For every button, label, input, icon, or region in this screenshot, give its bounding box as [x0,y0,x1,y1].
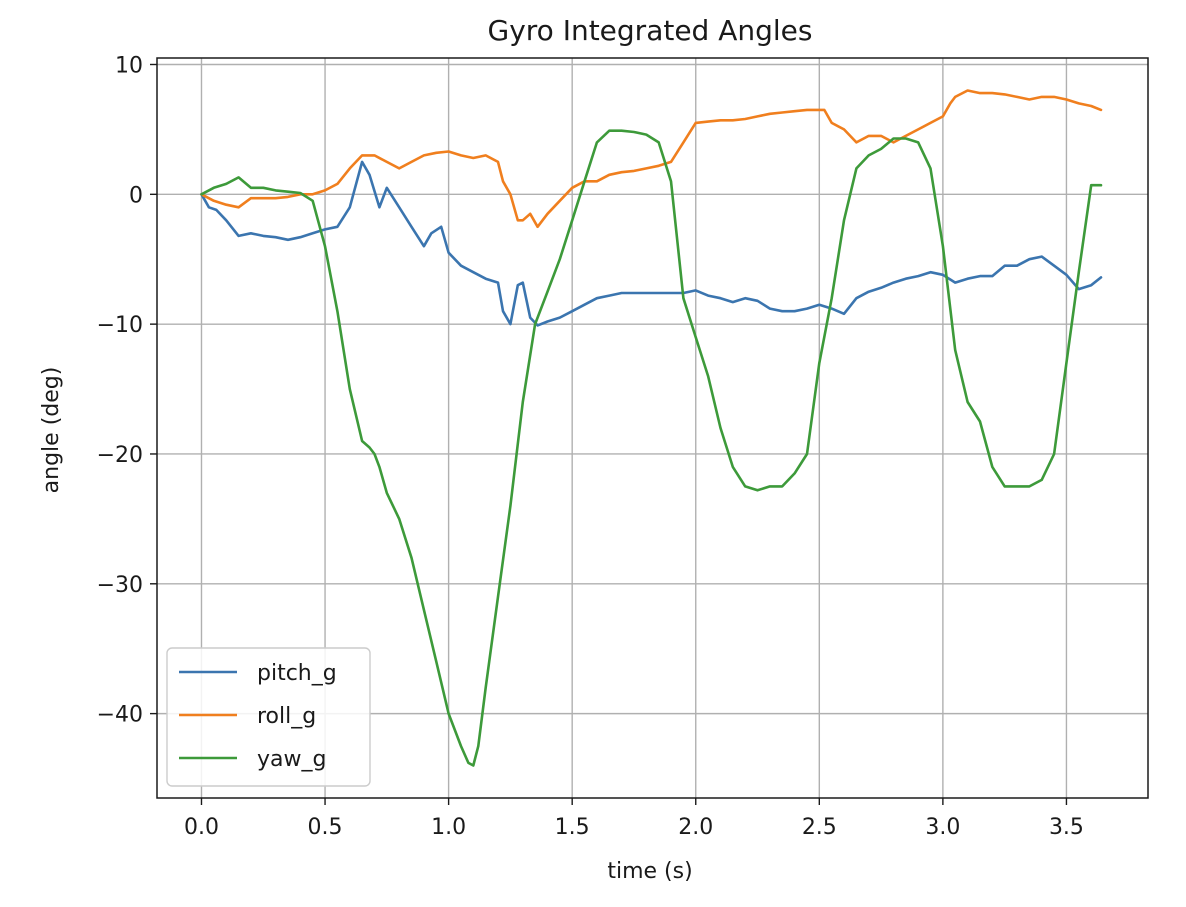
x-tick-label: 2.5 [802,815,837,840]
legend-box [166,647,371,787]
y-tick-label: −30 [97,573,143,598]
legend-label: yaw_g [257,747,326,772]
plot-frame [156,57,1149,799]
x-tick-label: 0.5 [308,815,343,840]
legend-label: roll_g [257,704,316,729]
y-axis-label: angle (deg) [39,367,64,494]
x-tick-label: 3.5 [1049,815,1084,840]
x-tick-label: 2.0 [678,815,713,840]
x-tick-label: 1.0 [431,815,466,840]
axis-ticks: 0.0 0.5 1.0 1.5 2.0 2.5 3.0 3.5 10 0 −10 −20 −30 −40 [97,53,1084,840]
legend-label: pitch_g [257,661,337,686]
y-tick-label: 0 [129,183,143,208]
series-line-yaw-g [200,129,1103,767]
y-tick-label: −20 [97,443,143,468]
x-tick-label: 0.0 [184,815,219,840]
y-tick-label: 10 [115,53,143,78]
y-tick-label: −40 [97,703,143,728]
grid-lines [157,58,1148,798]
x-tick-label: 3.0 [925,815,960,840]
chart-title: Gyro Integrated Angles [488,14,813,47]
y-tick-label: −10 [97,313,143,338]
x-tick-label: 1.5 [555,815,590,840]
series-line-roll-g [200,89,1103,229]
series-line-pitch-g [200,160,1103,327]
x-axis-label: time (s) [607,859,692,884]
legend: pitch_g roll_g yaw_g [166,647,371,787]
series-lines [200,89,1103,767]
